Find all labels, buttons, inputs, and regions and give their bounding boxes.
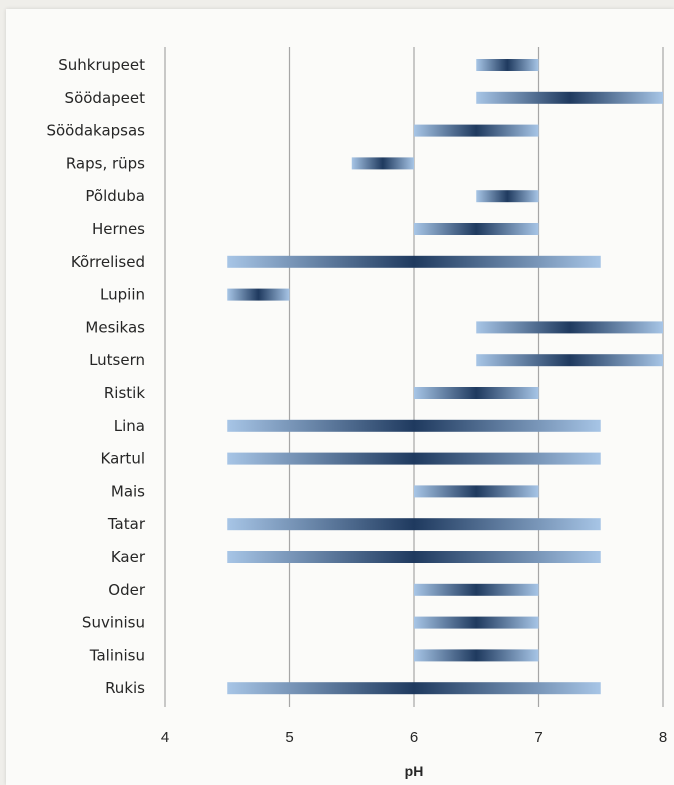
- range-bar: [227, 518, 601, 531]
- category-label: Mesikas: [85, 318, 145, 336]
- range-bar: [414, 616, 539, 629]
- category-label: Söödapeet: [65, 89, 146, 107]
- category-label: Kõrrelised: [71, 253, 145, 271]
- range-bar: [227, 419, 601, 432]
- range-bar: [227, 551, 601, 563]
- range-bar: [414, 124, 539, 137]
- category-label: Talinisu: [89, 646, 145, 664]
- range-bar: [414, 223, 539, 235]
- category-label: Hernes: [92, 220, 145, 238]
- range-bar: [414, 387, 539, 399]
- category-label: Suhkrupeet: [58, 56, 145, 74]
- category-label: Lina: [114, 417, 145, 435]
- category-labels: Suhkrupeet Söödapeet Söödakapsas Raps, rüps…: [46, 56, 145, 697]
- category-label: Põlduba: [85, 187, 145, 205]
- category-label: Raps, rüps: [66, 154, 145, 172]
- range-bars: [227, 59, 663, 695]
- range-bar: [414, 649, 539, 662]
- range-bar: [414, 583, 539, 596]
- range-bar: [351, 157, 414, 170]
- category-label: Kartul: [101, 450, 146, 468]
- category-label: Lupiin: [100, 286, 145, 304]
- range-bar: [476, 321, 663, 334]
- category-label: Rukis: [105, 679, 145, 697]
- category-label: Lutsern: [89, 351, 145, 369]
- range-bar: [476, 190, 539, 203]
- range-bar: [414, 485, 539, 498]
- range-bar: [227, 288, 290, 301]
- chart-frame: [6, 9, 674, 785]
- range-bar: [227, 452, 601, 465]
- range-bar: [476, 91, 663, 104]
- category-label: Kaer: [111, 548, 146, 566]
- category-label: Mais: [111, 482, 145, 500]
- category-label: Suvinisu: [82, 614, 145, 632]
- range-bar: [227, 255, 601, 268]
- x-tick-labels: 4 5 6 7 8: [161, 729, 667, 746]
- x-tick-label: 8: [659, 729, 667, 746]
- category-label: Oder: [108, 581, 146, 599]
- range-bar: [476, 59, 539, 71]
- category-label: Tatar: [107, 515, 146, 533]
- x-axis-title: pH: [405, 763, 424, 779]
- category-label: Söödakapsas: [46, 122, 145, 140]
- range-bar: [476, 354, 663, 367]
- x-tick-label: 4: [161, 729, 169, 746]
- x-tick-label: 7: [534, 729, 542, 746]
- category-label: Ristik: [104, 384, 145, 402]
- range-bar: [227, 682, 601, 695]
- x-tick-label: 5: [285, 729, 293, 746]
- gridlines: [164, 47, 664, 707]
- x-tick-label: 6: [410, 729, 418, 746]
